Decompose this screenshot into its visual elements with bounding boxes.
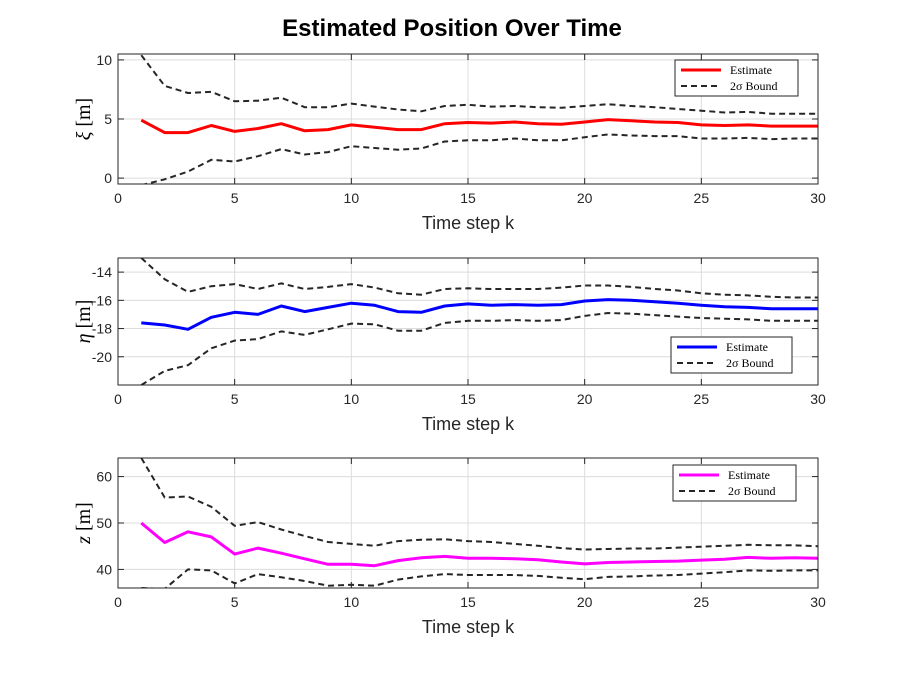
x-tick-label: 0 xyxy=(114,190,122,206)
x-tick-label: 20 xyxy=(577,190,593,206)
x-tick-label: 20 xyxy=(577,594,593,610)
x-tick-label: 0 xyxy=(114,594,122,610)
legend-label: Estimate xyxy=(726,340,768,354)
legend-label: Estimate xyxy=(728,468,770,482)
x-tick-label: 5 xyxy=(231,594,239,610)
x-tick-label: 25 xyxy=(694,594,710,610)
series-bound-upper xyxy=(140,258,818,299)
subplot-3: 0 5 10 15 20 25 30 40 50 60 Time step k z [m] Estima… xyxy=(73,457,826,637)
legend: Estimate 2σ Bound xyxy=(674,59,799,97)
series-estimate-line xyxy=(141,298,818,331)
x-tick-label: 5 xyxy=(231,391,239,407)
series-estimate-line xyxy=(140,521,818,568)
x-tick-label: 25 xyxy=(694,391,710,407)
y-tick-label: 40 xyxy=(96,561,112,577)
series-bound-lower xyxy=(141,568,818,588)
x-tick-label: 25 xyxy=(694,190,710,206)
series-estimate-line xyxy=(140,118,818,135)
y-axis-symbol: ξ xyxy=(73,131,95,140)
y-axis-label: ξ [m] xyxy=(73,98,95,140)
y-tick-label: -18 xyxy=(92,321,112,337)
y-axis-unit: [m] xyxy=(73,502,95,536)
x-tick-label: 10 xyxy=(344,594,360,610)
y-tick-label: 5 xyxy=(104,111,112,127)
y-tick-label: -20 xyxy=(92,349,112,365)
x-tick-label: 10 xyxy=(344,190,360,206)
legend: Estimate 2σ Bound xyxy=(672,464,797,502)
series-bound-lower xyxy=(141,133,818,184)
legend-box xyxy=(672,464,797,502)
y-tick-label: -16 xyxy=(92,292,112,308)
x-tick-label: 20 xyxy=(577,391,593,407)
subplot-2: 0 5 10 15 20 25 30 -20 -18 -16 -14 Time step k η [m]… xyxy=(73,257,826,434)
series-bound-lower xyxy=(140,312,818,385)
x-tick-label: 30 xyxy=(810,391,826,407)
legend-box xyxy=(670,336,793,374)
y-tick-label: 0 xyxy=(104,170,112,186)
series-bound-upper xyxy=(140,54,818,115)
y-tick-label: -14 xyxy=(92,264,112,280)
legend-label: 2σ Bound xyxy=(730,79,777,93)
y-tick-label: 50 xyxy=(96,515,112,531)
x-tick-label: 5 xyxy=(231,190,239,206)
x-tick-label: 15 xyxy=(460,594,476,610)
y-axis-label: η [m] xyxy=(73,300,95,344)
y-axis-symbol: η xyxy=(73,333,95,343)
legend-box xyxy=(674,59,799,97)
series-bound-upper xyxy=(140,458,818,551)
x-tick-label: 30 xyxy=(810,594,826,610)
x-axis-label: Time step k xyxy=(422,414,515,434)
legend: Estimate 2σ Bound xyxy=(670,336,793,374)
y-tick-label: 10 xyxy=(96,52,112,68)
x-tick-label: 15 xyxy=(460,190,476,206)
x-tick-label: 15 xyxy=(460,391,476,407)
legend-label: 2σ Bound xyxy=(726,356,773,370)
x-tick-label: 10 xyxy=(344,391,360,407)
y-tick-label: 60 xyxy=(96,469,112,485)
x-axis-label: Time step k xyxy=(422,617,515,637)
y-axis-unit: [m] xyxy=(73,300,95,334)
y-axis-unit: [m] xyxy=(73,98,95,132)
chart-title: Estimated Position Over Time xyxy=(282,15,622,42)
y-axis-label: z [m] xyxy=(73,502,95,545)
legend-label: Estimate xyxy=(730,63,772,77)
y-axis-symbol: z xyxy=(73,536,95,545)
x-axis-label: Time step k xyxy=(422,213,515,233)
x-tick-label: 30 xyxy=(810,190,826,206)
x-tick-label: 0 xyxy=(114,391,122,407)
subplot-1: 0 5 10 15 20 25 30 0 5 10 Time step k ξ [m] Estimate… xyxy=(73,52,826,233)
legend-label: 2σ Bound xyxy=(728,484,775,498)
